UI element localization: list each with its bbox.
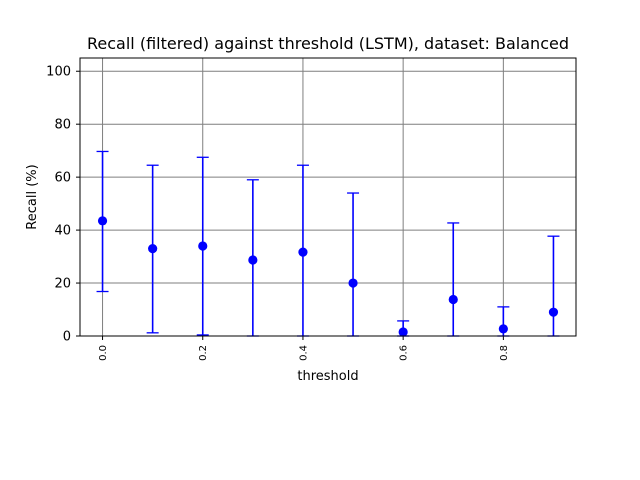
data-point: [398, 327, 408, 337]
data-point: [348, 278, 358, 288]
data-point: [298, 247, 308, 257]
data-point: [148, 244, 158, 254]
y-tick-label: 40: [54, 224, 71, 239]
x-tick-label: 0.0: [98, 345, 109, 361]
data-point: [498, 324, 508, 334]
data-point: [448, 294, 458, 305]
x-tick-label: 0.4: [298, 345, 309, 361]
x-axis-label: threshold: [297, 369, 358, 384]
y-tick-label: 80: [54, 118, 71, 133]
data-point: [97, 216, 108, 226]
y-tick-label: 60: [54, 171, 71, 186]
y-tick-label: 20: [54, 277, 71, 292]
y-tick-label: 100: [46, 65, 71, 80]
data-point: [198, 241, 208, 251]
axes-frame: [79, 57, 577, 337]
x-tick-label: 0.6: [399, 345, 410, 361]
data-point: [248, 255, 258, 265]
y-axis-label: Recall (%): [25, 164, 40, 229]
y-tick-label: 0: [63, 330, 71, 345]
plot-area: 0 20 40 60 80 100 0.0 0.2 0.4 0.6 0.8: [46, 57, 577, 361]
x-tick-label: 0.2: [198, 345, 209, 361]
chart-title: Recall (filtered) against threshold (LST…: [87, 34, 569, 53]
data-point: [548, 307, 559, 317]
x-tick-label: 0.8: [499, 345, 510, 361]
